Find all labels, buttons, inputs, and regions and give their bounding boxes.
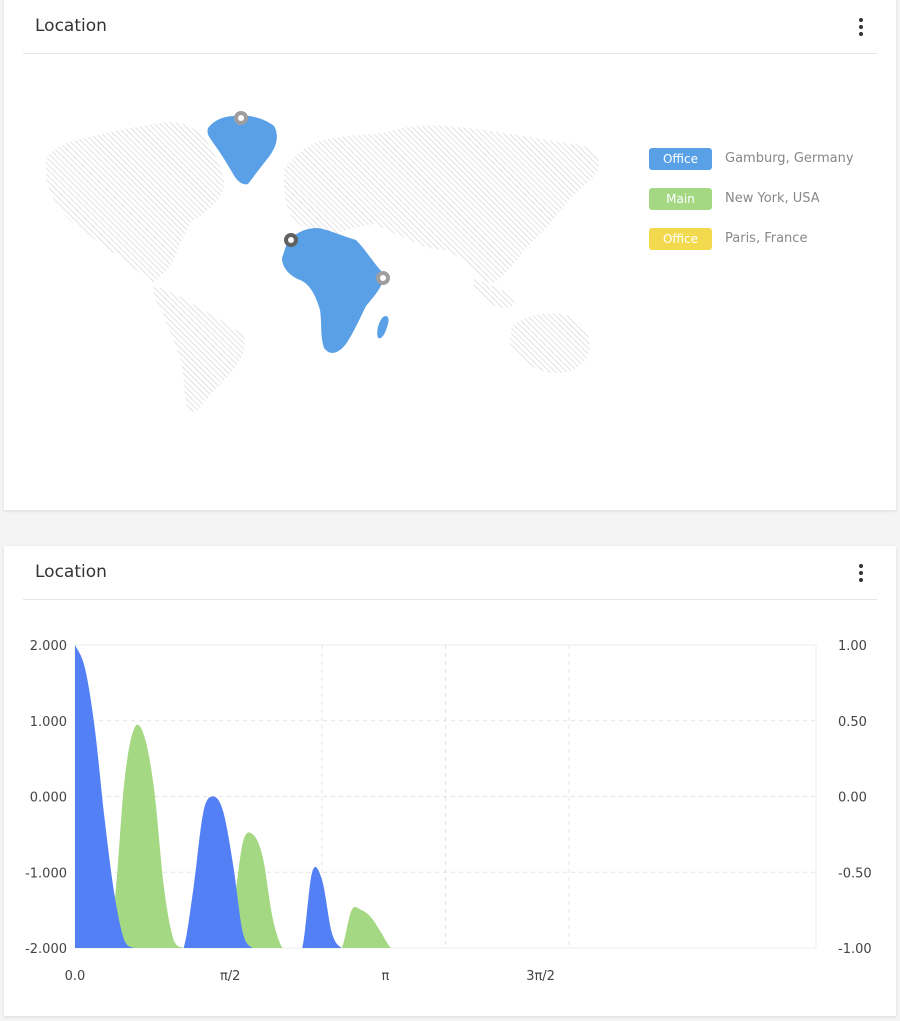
area-chart[interactable]: 2.000 1.00 1.000 0.50 0.000 0.00 -1.000 -0.50 -2… (4, 626, 896, 1006)
location-chart-card: Location 2.000 1.00 1.000 0.50 0.000 0.00 -1.0… (4, 546, 896, 1016)
card-title: Location (35, 16, 107, 36)
chart-grid (74, 644, 817, 949)
kebab-menu-icon[interactable] (853, 561, 869, 585)
world-map[interactable] (34, 100, 624, 420)
green-area-series (104, 724, 411, 948)
card-title: Location (35, 562, 107, 582)
map-marker[interactable] (376, 271, 390, 285)
legend-badge: Office (649, 148, 712, 170)
card-header: Location (23, 546, 877, 600)
africa-region[interactable] (282, 228, 384, 353)
map-marker[interactable] (284, 233, 298, 247)
north-america-region[interactable] (46, 122, 225, 284)
greenland-region[interactable] (207, 115, 277, 185)
madagascar-region[interactable] (377, 316, 389, 339)
australia-region[interactable] (510, 313, 590, 374)
legend-label: Paris, France (725, 231, 808, 246)
y-left-tick-label: -2.000 (25, 942, 67, 957)
chart-series-layer (75, 645, 411, 948)
y-right-tick-label: 0.00 (838, 791, 867, 806)
y-right-tick-label: -1.00 (838, 942, 872, 957)
blue-area-series (75, 645, 372, 948)
eurasia-region[interactable] (284, 125, 599, 284)
x-tick-label: 0.0 (65, 969, 86, 984)
y-left-tick-label: 1.000 (30, 715, 67, 730)
map-marker[interactable] (234, 111, 248, 125)
southeast-asia-region[interactable] (474, 278, 515, 309)
x-tick-label: π (381, 969, 389, 984)
legend-badge: Main (649, 188, 712, 210)
y-left-tick-label: 0.000 (30, 791, 67, 806)
x-tick-label: π/2 (220, 969, 240, 984)
y-left-tick-label: 2.000 (30, 639, 67, 654)
legend-label: Gamburg, Germany (725, 151, 854, 166)
legend-label: New York, USA (725, 191, 820, 206)
y-right-tick-label: 0.50 (838, 715, 867, 730)
legend-badge: Office (649, 228, 712, 250)
card-header: Location (23, 0, 877, 54)
south-america-region[interactable] (153, 286, 246, 414)
chart-axes: 2.000 1.00 1.000 0.50 0.000 0.00 -1.000 -0.50 -2… (25, 639, 872, 984)
y-left-tick-label: -1.000 (25, 866, 67, 881)
y-right-tick-label: -0.50 (838, 866, 872, 881)
kebab-menu-icon[interactable] (853, 15, 869, 39)
x-tick-label: 3π/2 (526, 969, 555, 984)
location-map-card: Location (4, 0, 896, 510)
y-right-tick-label: 1.00 (838, 639, 867, 654)
